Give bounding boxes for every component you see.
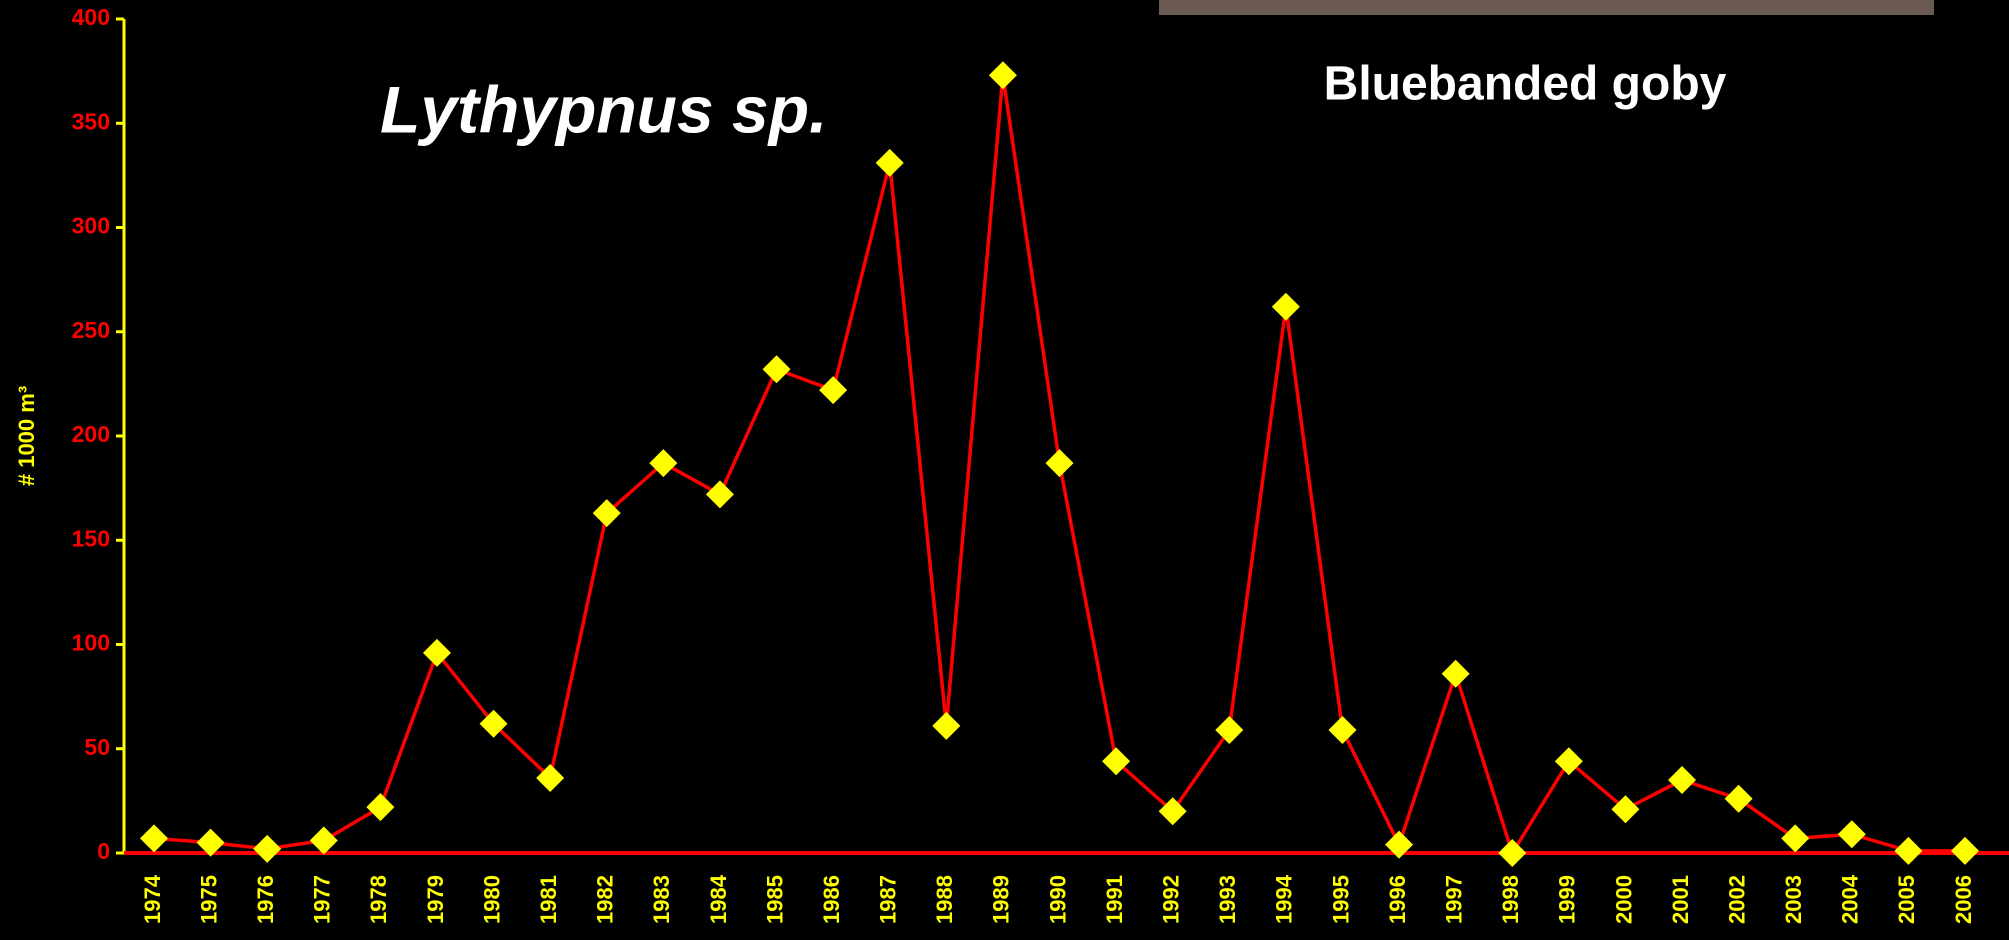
y-tick-label: 400: [72, 4, 110, 30]
background: [0, 0, 2009, 940]
y-tick-label: 50: [84, 734, 110, 760]
x-tick-label: 1987: [876, 875, 901, 924]
x-tick-label: 1990: [1045, 875, 1070, 924]
y-axis-label: # 1000 m³: [14, 386, 39, 486]
x-tick-label: 1982: [593, 875, 618, 924]
x-tick-label: 1983: [649, 875, 674, 924]
y-tick-label: 150: [72, 525, 110, 551]
x-tick-label: 1991: [1102, 875, 1127, 924]
x-tick-label: 1997: [1441, 875, 1466, 924]
x-tick-label: 1980: [479, 875, 504, 924]
y-tick-label: 350: [72, 108, 110, 134]
x-tick-label: 1985: [762, 875, 787, 924]
y-tick-label: 100: [72, 630, 110, 656]
chart: Lythypnus sp. Bluebanded goby # 1000 m³ …: [0, 0, 2009, 940]
x-tick-label: 2000: [1611, 875, 1636, 924]
x-tick-label: 1981: [536, 875, 561, 924]
x-tick-label: 1975: [196, 875, 221, 924]
x-tick-label: 1995: [1328, 875, 1353, 924]
x-tick-label: 1996: [1385, 875, 1410, 924]
chart-title: Lythypnus sp.: [380, 72, 827, 146]
x-tick-label: 1988: [932, 875, 957, 924]
x-tick-label: 2005: [1894, 875, 1919, 924]
y-tick-label: 200: [72, 421, 110, 447]
x-tick-label: 1986: [819, 875, 844, 924]
page: Lythypnus sp. Bluebanded goby # 1000 m³ …: [0, 0, 2009, 940]
x-tick-label: 1998: [1498, 875, 1523, 924]
x-tick-label: 1977: [310, 875, 335, 924]
x-tick-label: 2002: [1724, 875, 1749, 924]
x-tick-label: 1999: [1555, 875, 1580, 924]
x-tick-label: 1984: [706, 874, 731, 924]
x-tick-label: 1978: [366, 875, 391, 924]
x-tick-label: 1974: [140, 874, 165, 924]
x-tick-label: 2001: [1668, 875, 1693, 924]
x-tick-label: 1976: [253, 875, 278, 924]
x-tick-label: 1994: [1272, 874, 1297, 924]
y-tick-label: 0: [97, 838, 110, 864]
photo-strip: [1159, 0, 1934, 15]
x-tick-label: 1979: [423, 875, 448, 924]
y-tick-label: 250: [72, 317, 110, 343]
x-tick-label: 2004: [1838, 874, 1863, 924]
x-tick-label: 2006: [1951, 875, 1976, 924]
chart-subtitle: Bluebanded goby: [1324, 58, 1727, 111]
x-tick-label: 1989: [989, 875, 1014, 924]
y-tick-label: 300: [72, 213, 110, 239]
x-tick-label: 1993: [1215, 875, 1240, 924]
x-tick-label: 2003: [1781, 875, 1806, 924]
x-tick-label: 1992: [1159, 875, 1184, 924]
